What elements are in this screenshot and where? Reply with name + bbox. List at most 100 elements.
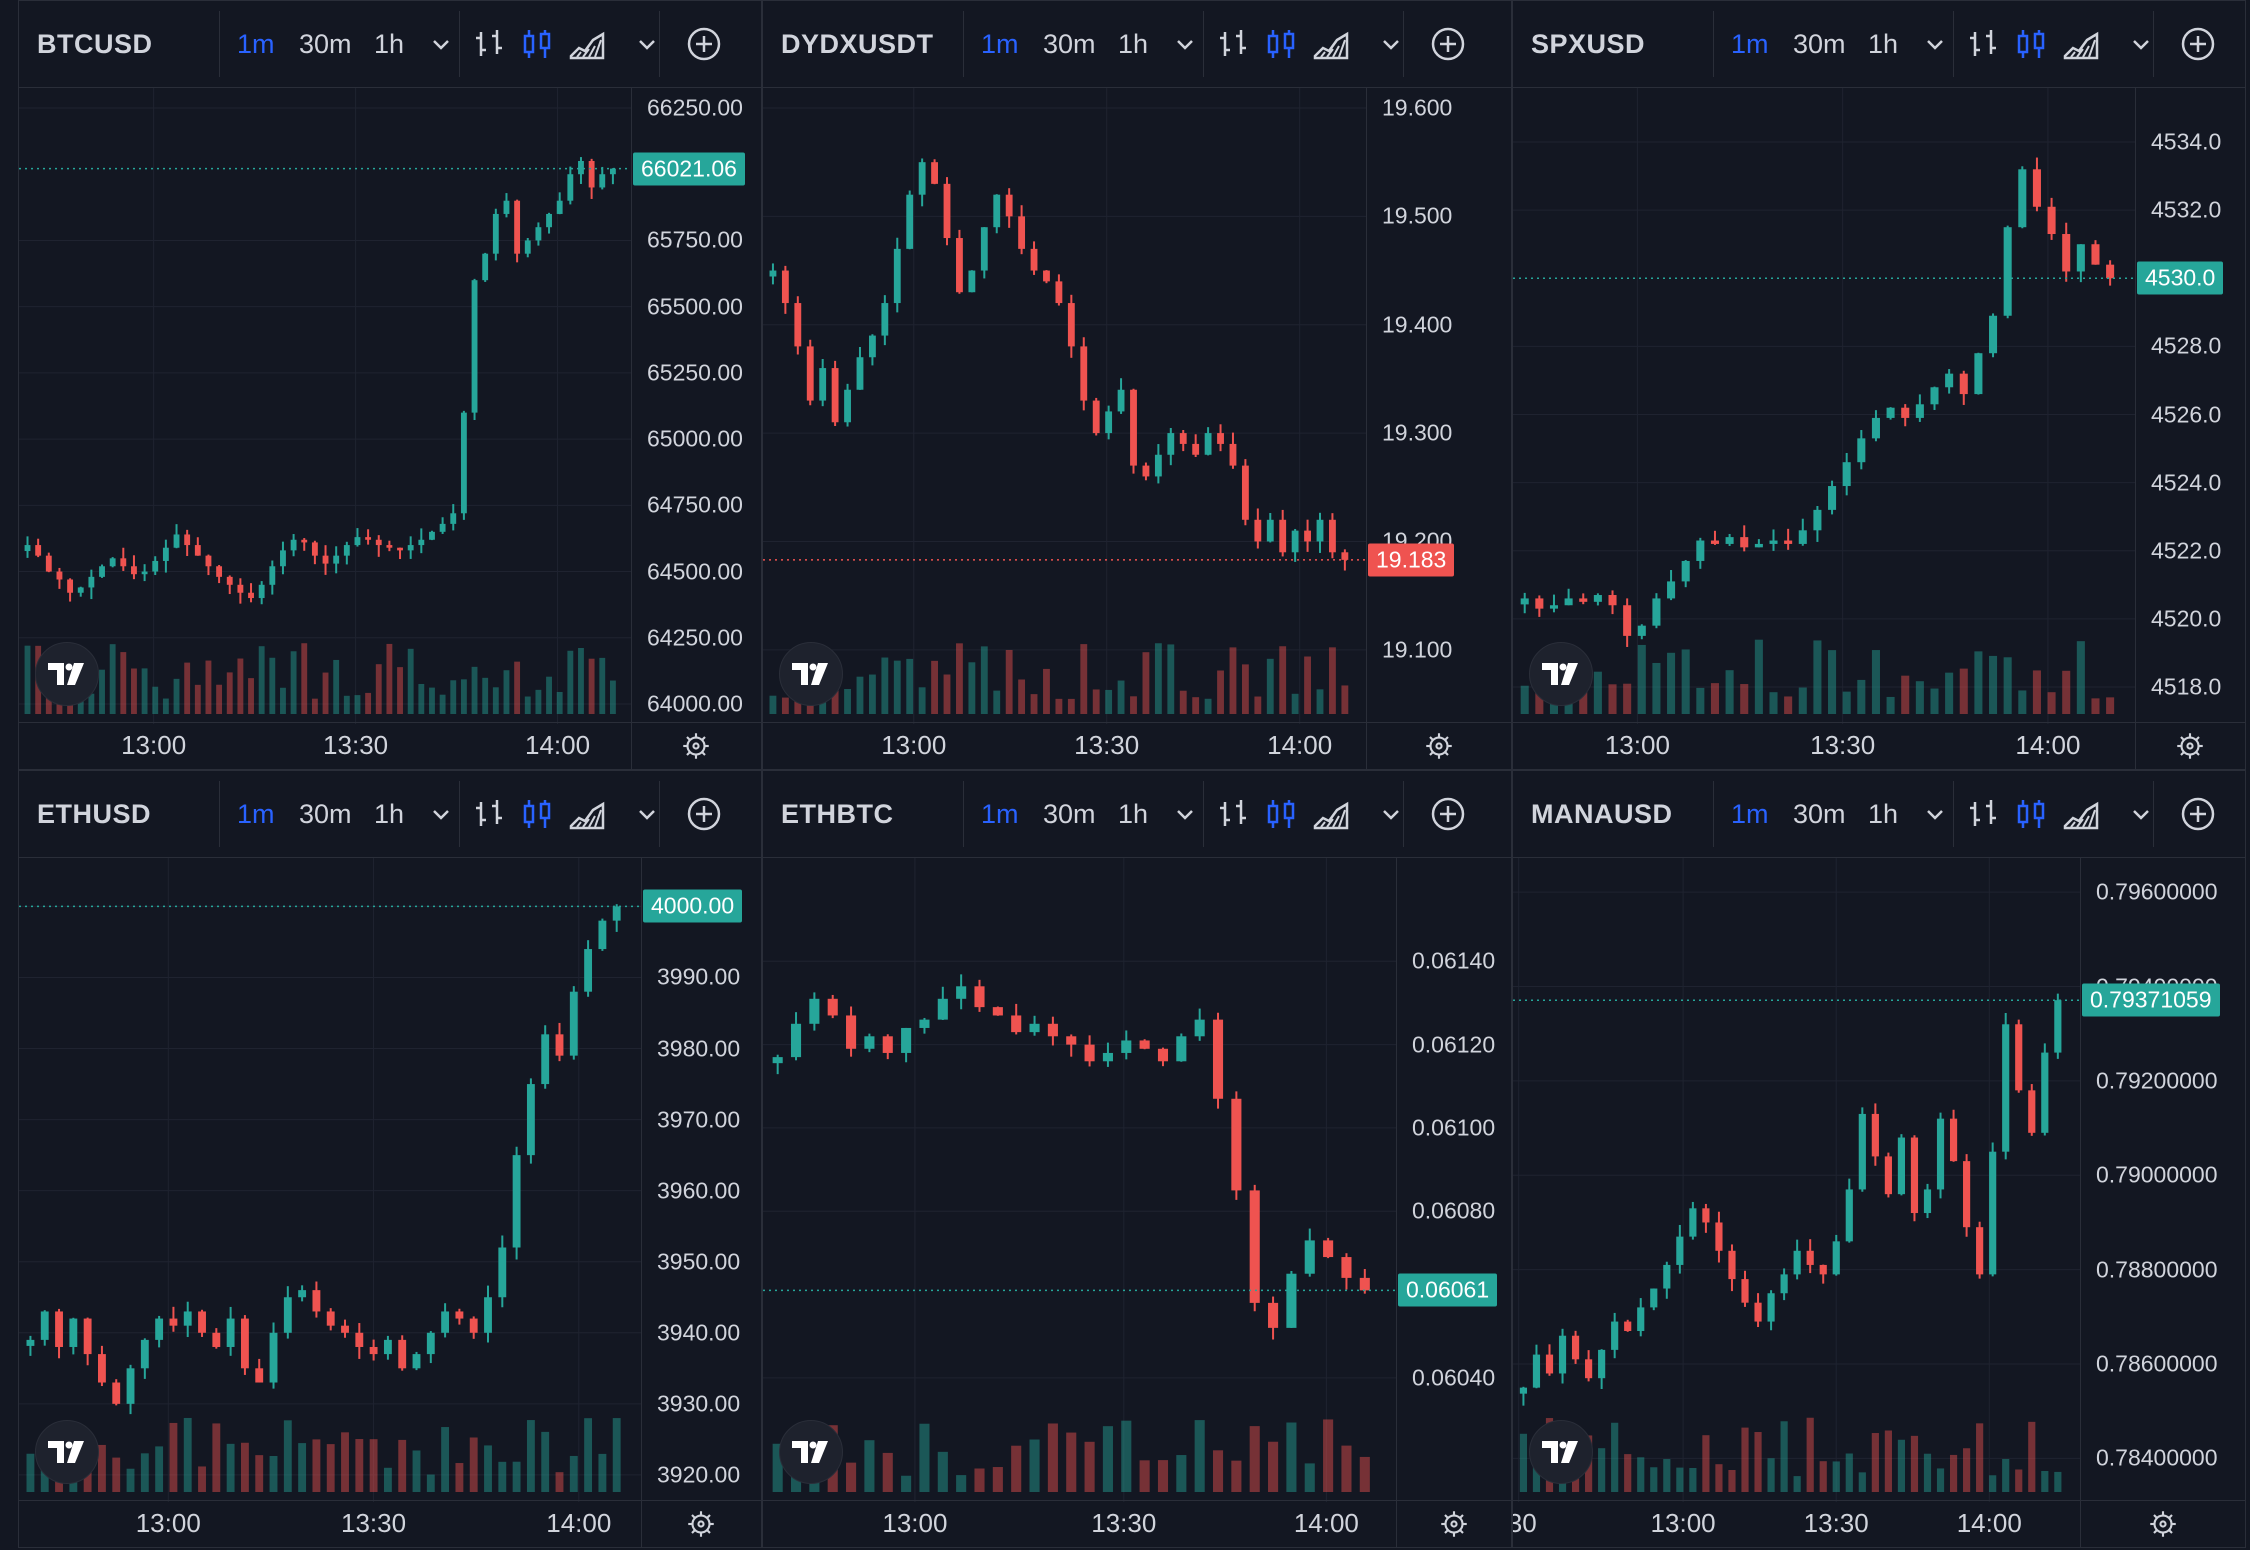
price-chart[interactable] bbox=[1513, 858, 2246, 1502]
tradingview-logo[interactable] bbox=[1529, 1420, 1593, 1484]
timeframe-1m[interactable]: 1m bbox=[237, 798, 275, 829]
bar-style-button[interactable] bbox=[1961, 1, 2005, 87]
chevron-down-button[interactable] bbox=[1163, 771, 1207, 857]
timeframe-30m[interactable]: 30m bbox=[1043, 798, 1096, 829]
chevron-down-button[interactable] bbox=[1369, 771, 1413, 857]
toolbar-separator bbox=[1713, 781, 1714, 847]
chart-settings-button[interactable] bbox=[684, 1507, 718, 1541]
add-symbol-button[interactable] bbox=[1426, 771, 1470, 857]
tradingview-logo[interactable] bbox=[779, 642, 843, 706]
add-symbol-button[interactable] bbox=[682, 1, 726, 87]
candle bbox=[1598, 1349, 1606, 1379]
candle bbox=[1157, 1048, 1169, 1062]
chart-settings-button[interactable] bbox=[2173, 729, 2207, 763]
area-chart-button[interactable] bbox=[1309, 771, 1353, 857]
chart-settings-button[interactable] bbox=[1437, 1507, 1471, 1541]
timeframe-1h[interactable]: 1h bbox=[1868, 28, 1899, 59]
candles-button[interactable] bbox=[1259, 1, 1303, 87]
timeframe-30m[interactable]: 30m bbox=[299, 28, 352, 59]
timeframe-30m[interactable]: 30m bbox=[1793, 28, 1846, 59]
candles-button[interactable] bbox=[515, 1, 559, 87]
candle bbox=[184, 534, 191, 546]
price-chart[interactable] bbox=[19, 858, 762, 1502]
candle bbox=[1769, 540, 1778, 544]
bar-style-icon bbox=[1220, 800, 1246, 826]
symbol-name[interactable]: MANAUSD bbox=[1531, 798, 1673, 829]
timeframe-1m[interactable]: 1m bbox=[981, 798, 1019, 829]
area-chart-button[interactable] bbox=[565, 1, 609, 87]
chevron-down-button[interactable] bbox=[2119, 771, 2163, 857]
chevron-down-button[interactable] bbox=[625, 771, 669, 857]
candle bbox=[56, 571, 63, 580]
timeframe-1m[interactable]: 1m bbox=[237, 28, 275, 59]
price-chart[interactable] bbox=[763, 88, 1512, 724]
candles-button[interactable] bbox=[2009, 1, 2053, 87]
chart-settings-button[interactable] bbox=[1422, 729, 1456, 763]
price-tick-label: 3960.00 bbox=[657, 1177, 741, 1204]
bar-style-button[interactable] bbox=[467, 1, 511, 87]
volume-bar bbox=[140, 1453, 149, 1492]
timeframe-1h[interactable]: 1h bbox=[1118, 28, 1149, 59]
chart-settings-button[interactable] bbox=[679, 729, 713, 763]
add-symbol-icon bbox=[687, 797, 721, 831]
symbol-name[interactable]: SPXUSD bbox=[1531, 28, 1646, 59]
timeframe-1m[interactable]: 1m bbox=[1731, 28, 1769, 59]
bar-style-button[interactable] bbox=[1211, 1, 1255, 87]
add-symbol-button[interactable] bbox=[1426, 1, 1470, 87]
tradingview-logo[interactable] bbox=[35, 642, 99, 706]
symbol-name[interactable]: BTCUSD bbox=[37, 28, 153, 59]
toolbar-separator bbox=[2153, 781, 2154, 847]
candle bbox=[1897, 1137, 1906, 1195]
chart-settings-button[interactable] bbox=[2146, 1507, 2180, 1541]
volume-bar bbox=[1845, 1453, 1853, 1492]
symbol-name[interactable]: ETHUSD bbox=[37, 798, 152, 829]
chevron-down-button[interactable] bbox=[625, 1, 669, 87]
symbol-name[interactable]: ETHBTC bbox=[781, 798, 894, 829]
tradingview-logo[interactable] bbox=[779, 1420, 843, 1484]
timeframe-1h[interactable]: 1h bbox=[1118, 798, 1149, 829]
add-symbol-button[interactable] bbox=[2176, 1, 2220, 87]
symbol-name[interactable]: DYDXUSDT bbox=[781, 28, 934, 59]
timeframe-30m[interactable]: 30m bbox=[1793, 798, 1846, 829]
candles-button[interactable] bbox=[2009, 771, 2053, 857]
candles-button[interactable] bbox=[1259, 771, 1303, 857]
area-chart-button[interactable] bbox=[1309, 1, 1353, 87]
price-chart[interactable] bbox=[1513, 88, 2246, 724]
chevron-down-button[interactable] bbox=[419, 1, 463, 87]
timeframe-1m[interactable]: 1m bbox=[1731, 798, 1769, 829]
bar-style-button[interactable] bbox=[1211, 771, 1255, 857]
timeframe-1h[interactable]: 1h bbox=[1868, 798, 1899, 829]
tradingview-logo[interactable] bbox=[1529, 642, 1593, 706]
timeframe-1h[interactable]: 1h bbox=[374, 28, 405, 59]
volume-bar bbox=[1204, 698, 1212, 714]
price-chart[interactable] bbox=[763, 858, 1512, 1502]
volume-bar bbox=[541, 1431, 550, 1492]
candle bbox=[1974, 353, 1983, 395]
chevron-down-button[interactable] bbox=[1163, 1, 1207, 87]
bar-style-button[interactable] bbox=[467, 771, 511, 857]
area-chart-button[interactable] bbox=[565, 771, 609, 857]
chevron-down-button[interactable] bbox=[2119, 1, 2163, 87]
area-chart-button[interactable] bbox=[2059, 771, 2103, 857]
volume-bar bbox=[1828, 650, 1837, 714]
add-symbol-button[interactable] bbox=[2176, 771, 2220, 857]
candle bbox=[1611, 1321, 1619, 1350]
candle bbox=[312, 1290, 321, 1312]
chevron-down-button[interactable] bbox=[1913, 1, 1957, 87]
candle bbox=[216, 566, 223, 577]
timeframe-1m[interactable]: 1m bbox=[981, 28, 1019, 59]
area-chart-button[interactable] bbox=[2059, 1, 2103, 87]
tradingview-logo[interactable] bbox=[35, 1420, 99, 1484]
timeframe-30m[interactable]: 30m bbox=[1043, 28, 1096, 59]
chevron-down-button[interactable] bbox=[1369, 1, 1413, 87]
chevron-down-button[interactable] bbox=[419, 771, 463, 857]
chevron-down-button[interactable] bbox=[1913, 771, 1957, 857]
timeframe-30m[interactable]: 30m bbox=[299, 798, 352, 829]
add-symbol-button[interactable] bbox=[682, 771, 726, 857]
candle bbox=[569, 991, 578, 1056]
candle bbox=[1886, 407, 1895, 418]
timeframe-1h[interactable]: 1h bbox=[374, 798, 405, 829]
candles-button[interactable] bbox=[515, 771, 559, 857]
candle bbox=[1728, 1250, 1736, 1280]
bar-style-button[interactable] bbox=[1961, 771, 2005, 857]
